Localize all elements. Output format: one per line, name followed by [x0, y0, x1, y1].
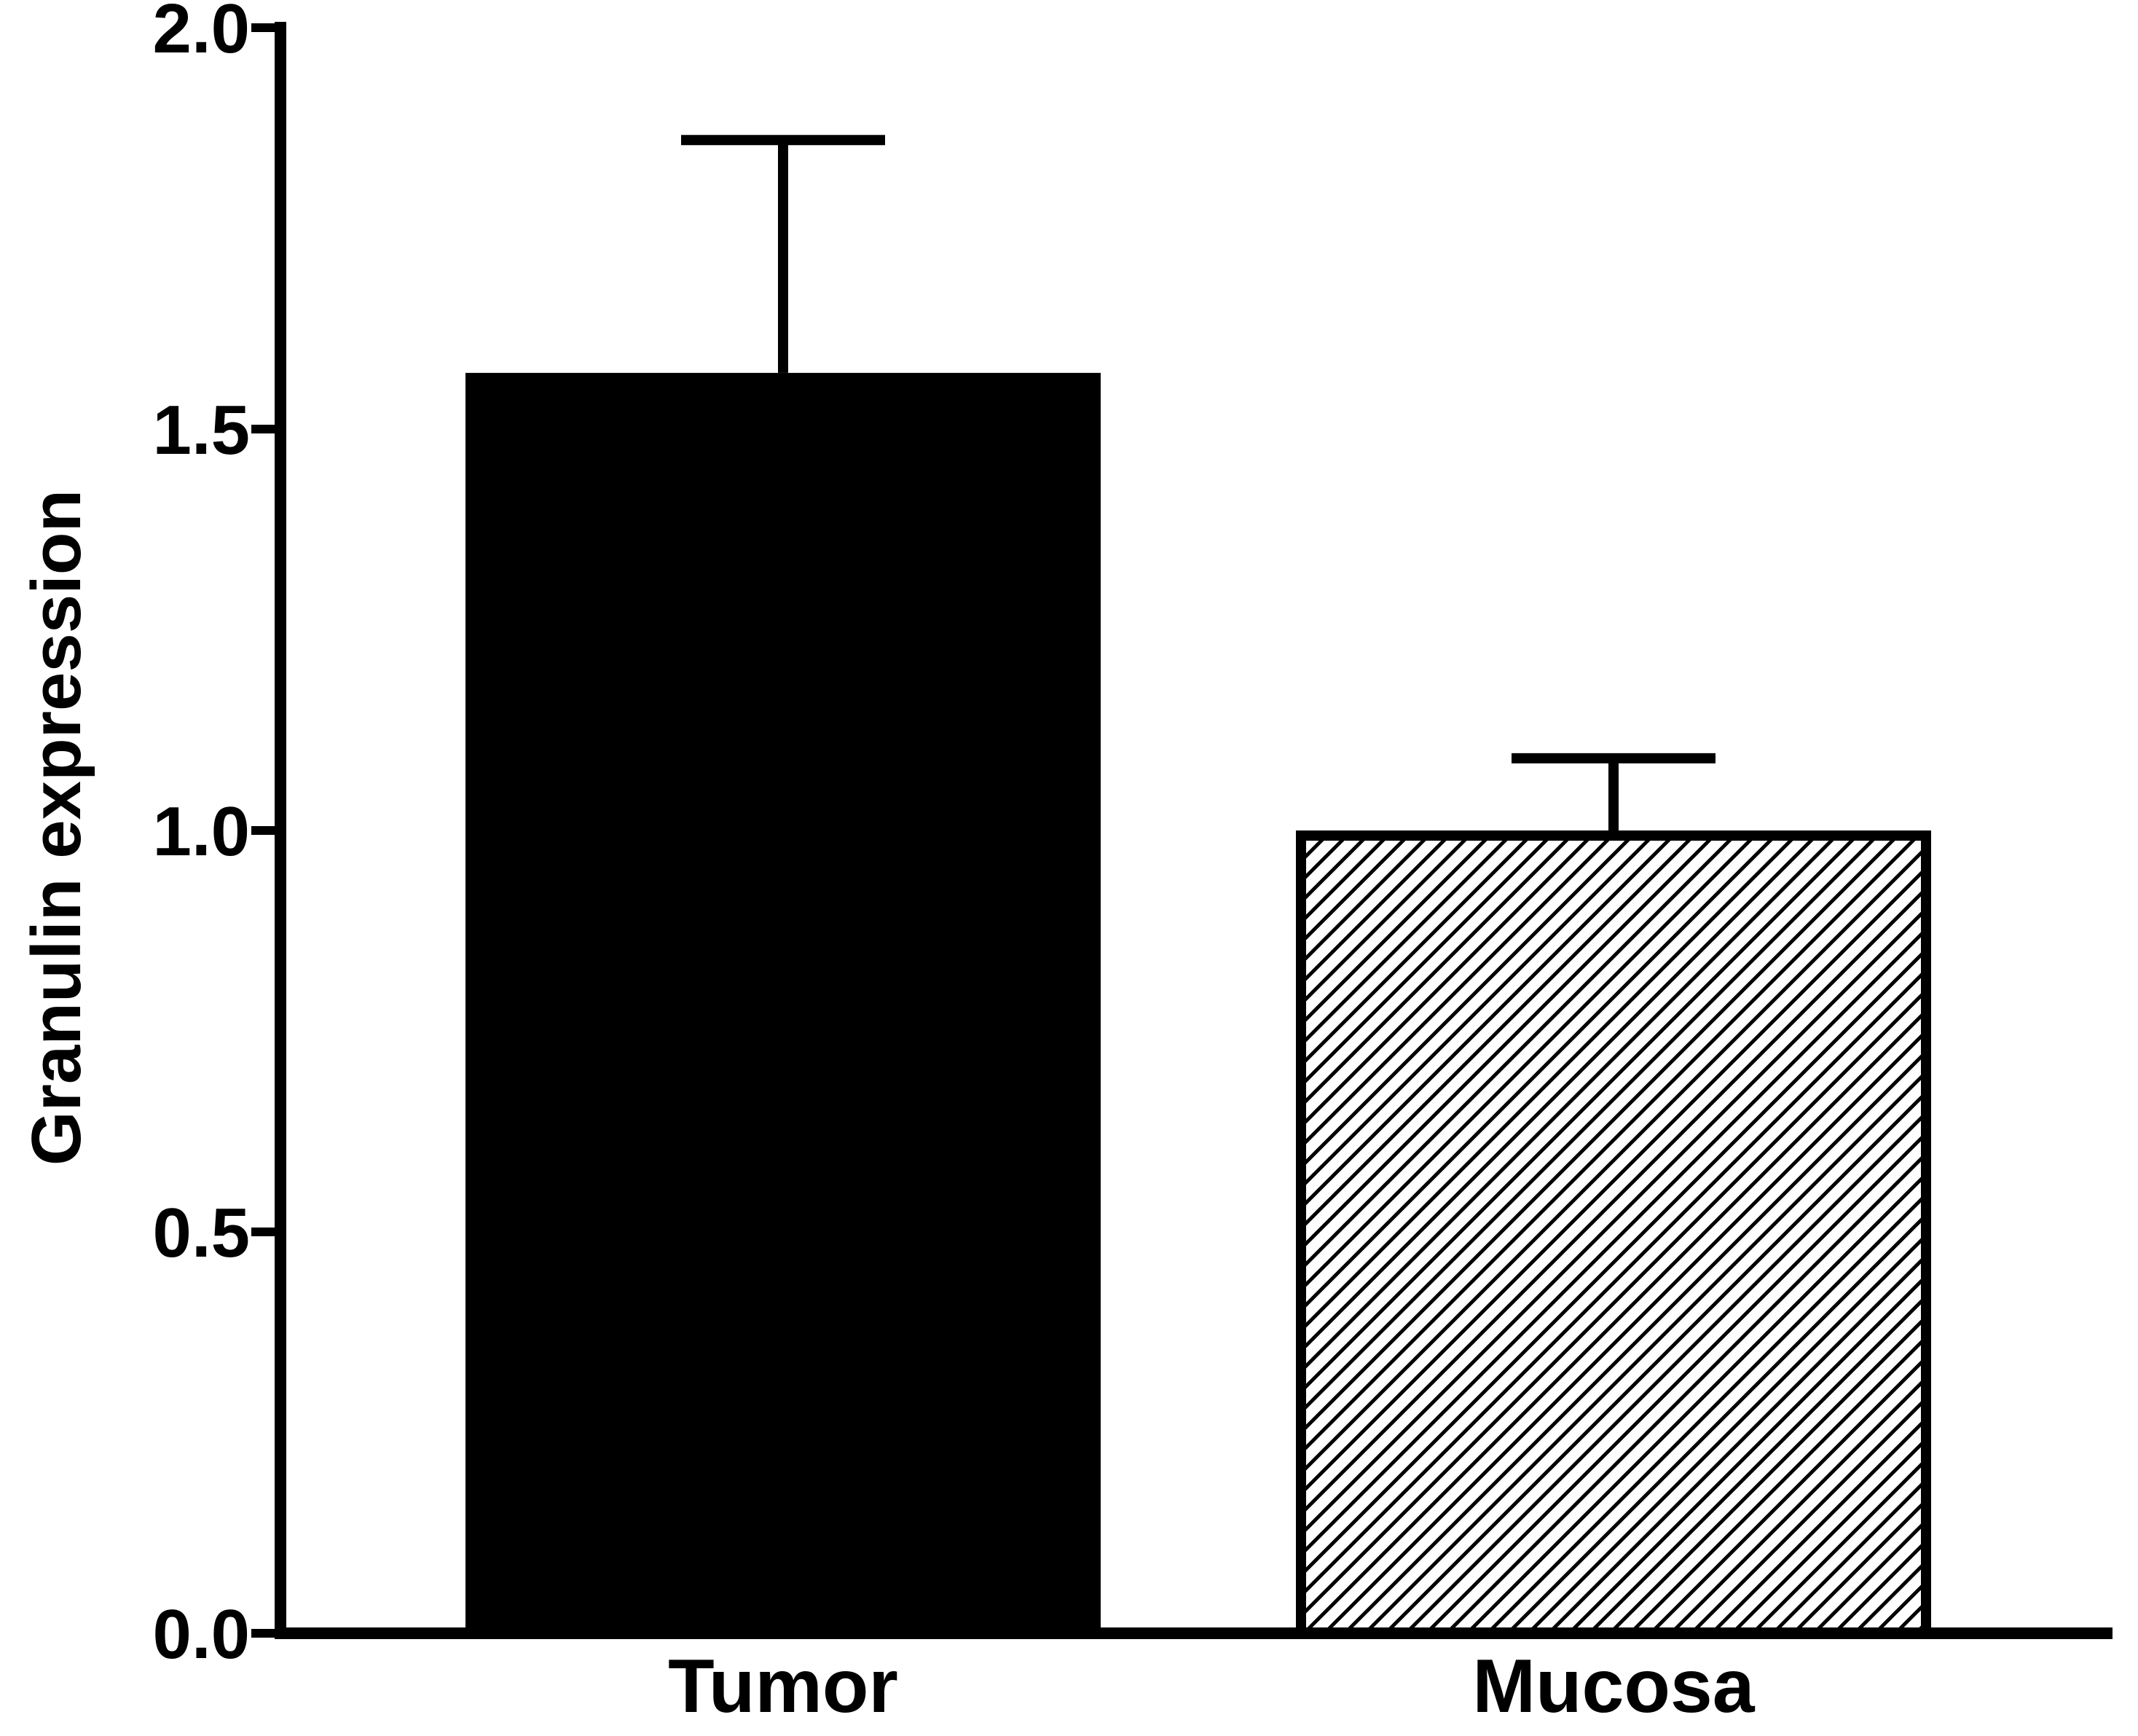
y-ticks-layer [251, 23, 280, 1638]
x-category-label-mucosa: Mucosa [1472, 1644, 1755, 1729]
x-category-labels-layer: Tumor Mucosa [668, 1644, 1756, 1729]
bar-mucosa [1296, 830, 1931, 1638]
bars-layer [465, 372, 1931, 1638]
x-category-label-tumor: Tumor [668, 1644, 898, 1729]
y-tick-labels-layer: 0.0 0.5 1.0 1.5 2.0 [153, 0, 250, 1673]
y-tick-label-4: 2.0 [153, 0, 250, 68]
bar-tumor [465, 372, 1101, 1633]
y-tick-label-1: 0.5 [153, 1194, 250, 1272]
y-axis-title: Granulin expression [17, 490, 95, 1166]
y-tick-label-2: 1.0 [153, 793, 250, 871]
error-bars-layer [681, 135, 1715, 830]
y-tick-label-3: 1.5 [153, 391, 250, 469]
y-tick-label-0: 0.0 [153, 1595, 250, 1673]
